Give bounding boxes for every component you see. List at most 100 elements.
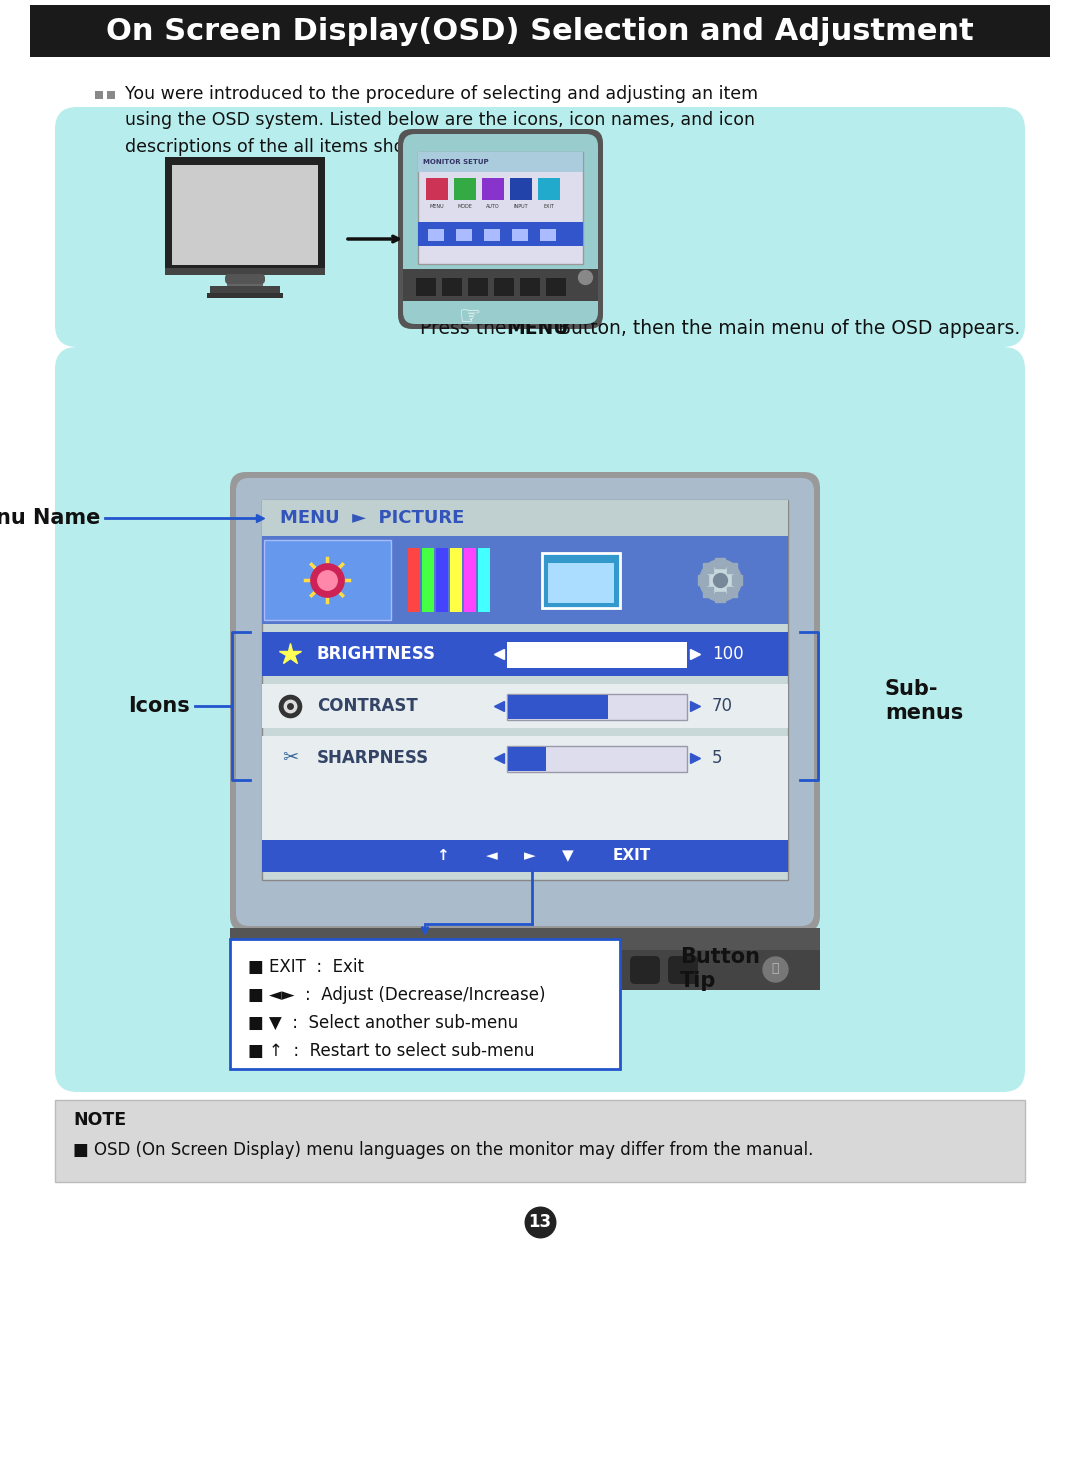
Bar xyxy=(165,267,325,275)
Bar xyxy=(464,548,476,611)
Bar xyxy=(416,278,436,295)
Text: NOTE: NOTE xyxy=(73,1111,126,1128)
Bar xyxy=(172,165,318,264)
Text: You were introduced to the procedure of selecting and adjusting an item
using th: You were introduced to the procedure of … xyxy=(125,86,758,155)
Bar xyxy=(264,541,391,620)
Bar xyxy=(403,269,598,301)
Bar xyxy=(508,747,546,771)
FancyBboxPatch shape xyxy=(554,956,584,984)
Bar xyxy=(262,536,788,623)
Text: AUTO: AUTO xyxy=(486,204,500,208)
Text: On Screen Display(OSD) Selection and Adjustment: On Screen Display(OSD) Selection and Adj… xyxy=(106,16,974,46)
Bar xyxy=(395,541,522,620)
Bar xyxy=(207,292,283,298)
Text: CONTRAST: CONTRAST xyxy=(318,697,418,715)
Bar xyxy=(165,157,325,272)
Bar xyxy=(484,229,500,241)
FancyBboxPatch shape xyxy=(516,956,546,984)
Text: MONITOR SETUP: MONITOR SETUP xyxy=(423,160,488,165)
Bar xyxy=(494,278,514,295)
Bar xyxy=(540,229,556,241)
Bar xyxy=(230,928,820,950)
Bar xyxy=(262,632,788,676)
FancyBboxPatch shape xyxy=(225,275,265,284)
Bar xyxy=(482,179,504,199)
FancyBboxPatch shape xyxy=(230,473,820,932)
Text: SHARPNESS: SHARPNESS xyxy=(318,749,429,767)
Text: ☞: ☞ xyxy=(459,304,482,329)
Text: ■ OSD (On Screen Display) menu languages on the monitor may differ from the manu: ■ OSD (On Screen Display) menu languages… xyxy=(73,1142,813,1159)
Bar xyxy=(478,548,490,611)
Bar xyxy=(657,541,784,620)
Text: ■ ↑  :  Restart to select sub-menu: ■ ↑ : Restart to select sub-menu xyxy=(248,1041,535,1060)
FancyBboxPatch shape xyxy=(55,106,1025,347)
Bar xyxy=(230,948,820,990)
Text: INPUT: INPUT xyxy=(514,204,528,208)
Text: ■ ▼  :  Select another sub-menu: ■ ▼ : Select another sub-menu xyxy=(248,1015,518,1032)
Bar xyxy=(428,229,444,241)
Text: MENU: MENU xyxy=(430,204,444,208)
Text: ✂: ✂ xyxy=(282,749,298,768)
Bar xyxy=(507,694,687,719)
Text: EXIT: EXIT xyxy=(612,848,651,864)
Bar xyxy=(450,548,462,611)
Bar xyxy=(262,684,788,728)
Text: MODE: MODE xyxy=(458,204,472,208)
FancyBboxPatch shape xyxy=(440,956,470,984)
Text: Press the: Press the xyxy=(420,319,513,338)
Bar xyxy=(548,563,615,603)
Text: Button
Tip: Button Tip xyxy=(680,947,760,991)
Bar xyxy=(510,179,532,199)
Text: MENU: MENU xyxy=(507,319,568,338)
Bar xyxy=(519,278,540,295)
Text: ↑: ↑ xyxy=(435,848,448,864)
Text: Icons: Icons xyxy=(129,696,190,716)
Bar xyxy=(508,696,608,719)
Bar xyxy=(262,840,788,871)
Bar xyxy=(456,229,472,241)
Bar xyxy=(546,278,566,295)
FancyBboxPatch shape xyxy=(592,956,622,984)
Bar xyxy=(30,4,1050,58)
Bar xyxy=(426,179,448,199)
Bar xyxy=(262,780,788,842)
FancyBboxPatch shape xyxy=(669,956,698,984)
Text: ■ ◄►  :  Adjust (Decrease/Increase): ■ ◄► : Adjust (Decrease/Increase) xyxy=(248,987,545,1004)
Text: Sub-
menus: Sub- menus xyxy=(885,678,963,724)
Bar xyxy=(230,939,620,1069)
Bar xyxy=(442,278,462,295)
Bar xyxy=(408,548,420,611)
Text: ◄: ◄ xyxy=(486,848,498,864)
Text: ⏻: ⏻ xyxy=(771,963,779,975)
Bar xyxy=(418,222,583,247)
FancyBboxPatch shape xyxy=(630,956,660,984)
Text: Menu Name: Menu Name xyxy=(0,508,100,527)
Bar xyxy=(55,1100,1025,1182)
Bar xyxy=(468,278,488,295)
Text: 5: 5 xyxy=(712,749,723,767)
Text: EXIT: EXIT xyxy=(543,204,554,208)
Bar xyxy=(210,287,280,295)
Bar xyxy=(538,179,561,199)
FancyBboxPatch shape xyxy=(478,956,508,984)
Bar xyxy=(262,501,788,536)
FancyBboxPatch shape xyxy=(237,479,814,926)
Text: ▼: ▼ xyxy=(562,848,573,864)
Bar xyxy=(507,746,687,772)
Bar xyxy=(526,541,653,620)
Bar xyxy=(542,552,620,609)
Bar xyxy=(454,179,476,199)
Text: 70: 70 xyxy=(712,697,733,715)
FancyBboxPatch shape xyxy=(55,347,1025,1092)
Bar xyxy=(262,501,788,880)
Bar xyxy=(262,736,788,780)
Text: BRIGHTNESS: BRIGHTNESS xyxy=(318,645,436,663)
Bar xyxy=(418,152,583,171)
Text: ■ EXIT  :  Exit: ■ EXIT : Exit xyxy=(248,959,364,976)
Bar xyxy=(95,92,103,99)
Bar xyxy=(507,642,687,668)
Bar xyxy=(512,229,528,241)
Text: ►: ► xyxy=(524,848,536,864)
Bar xyxy=(418,152,583,264)
Bar xyxy=(436,548,448,611)
